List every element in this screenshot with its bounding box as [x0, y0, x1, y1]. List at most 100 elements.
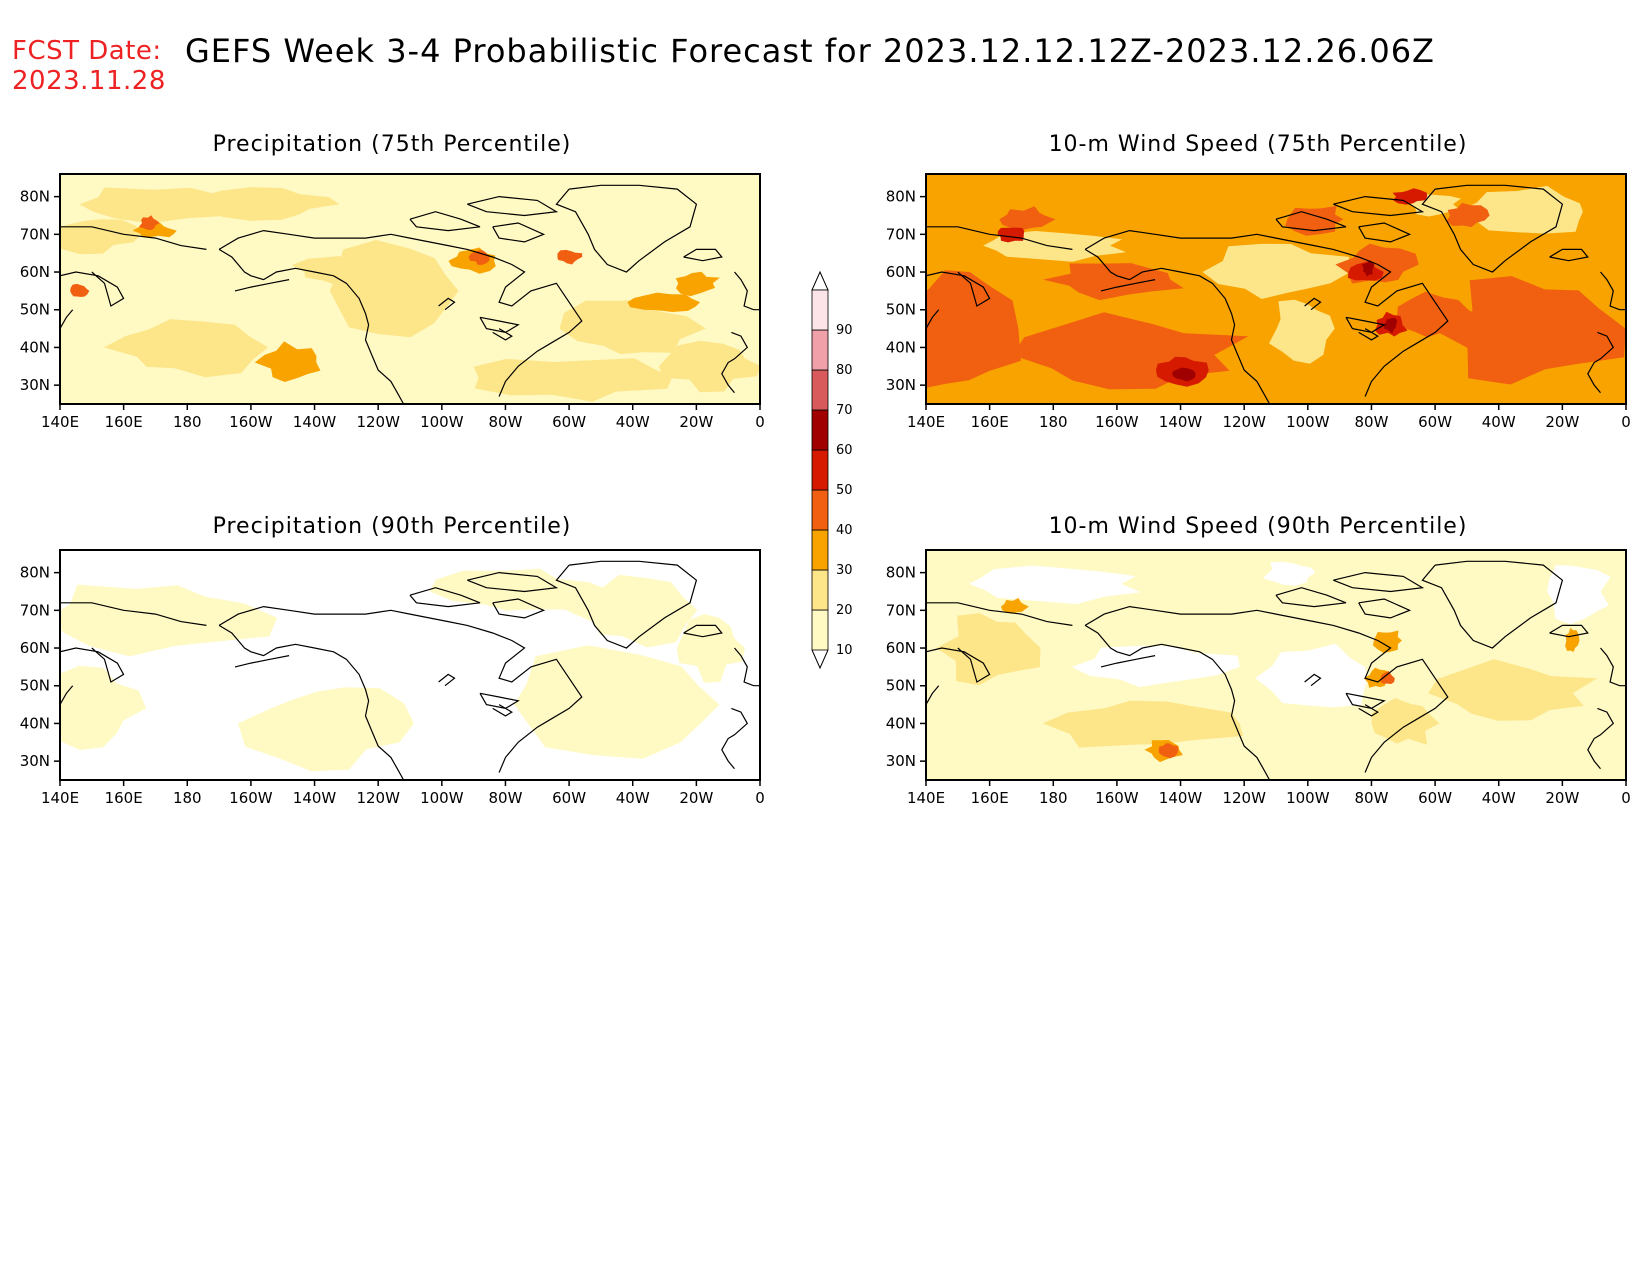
- map-frame: [925, 549, 1627, 781]
- coastline: [1345, 692, 1386, 710]
- lon-tick-label: 120W: [356, 413, 400, 431]
- colorbar-label: 20: [836, 603, 853, 618]
- lat-tick-label: 30N: [20, 376, 50, 394]
- coastline: [1084, 229, 1449, 397]
- coastline: [60, 647, 125, 683]
- shaded-region: [1043, 263, 1184, 301]
- lon-tick-label: 160E: [971, 789, 1009, 807]
- colorbar-label: 90: [836, 323, 853, 338]
- lon-tick-label: 40W: [1482, 413, 1516, 431]
- coastline: [734, 647, 760, 687]
- lon-tick-label: 0: [1621, 789, 1631, 807]
- shaded-region: [1000, 597, 1029, 614]
- shaded-region: [200, 187, 340, 221]
- coastline: [734, 271, 760, 311]
- lat-tick-label: 30N: [886, 752, 916, 770]
- shaded-region: [1547, 565, 1611, 625]
- coastline: [492, 704, 513, 717]
- lon-tick-label: 0: [1621, 413, 1631, 431]
- coastline: [926, 602, 1073, 626]
- lon-tick-label: 120W: [1222, 413, 1266, 431]
- lon-tick-label: 40W: [616, 789, 650, 807]
- lon-tick-label: 160W: [1095, 789, 1139, 807]
- coastline: [926, 226, 1073, 250]
- lon-tick-label: 80W: [488, 413, 522, 431]
- lat-tick-label: 40N: [886, 338, 916, 356]
- lon-tick-label: 180: [173, 413, 202, 431]
- shaded-region: [926, 270, 1021, 388]
- lat-tick-label: 60N: [20, 263, 50, 281]
- coastline: [1084, 624, 1271, 780]
- coastline: [409, 587, 481, 608]
- lon-tick-label: 140E: [907, 413, 945, 431]
- colorbar-label: 70: [836, 403, 853, 418]
- lon-tick-label: 100W: [420, 413, 464, 431]
- coastline: [479, 316, 520, 334]
- colorbar-swatch: [811, 409, 829, 451]
- lat-tick-label: 50N: [20, 301, 50, 319]
- colorbar-label: 30: [836, 563, 853, 578]
- coastline: [234, 279, 290, 292]
- lat-tick-label: 60N: [886, 639, 916, 657]
- coastline: [467, 195, 559, 217]
- shaded-region: [969, 565, 1141, 605]
- lon-tick-label: 140W: [293, 413, 337, 431]
- map-frame: [59, 549, 761, 781]
- lon-tick-label: 140E: [41, 789, 79, 807]
- shaded-region: [1383, 317, 1398, 334]
- coastline: [1275, 587, 1347, 608]
- coastline: [1358, 222, 1412, 243]
- lat-tick-label: 40N: [20, 714, 50, 732]
- lat-tick-label: 30N: [886, 376, 916, 394]
- lon-tick-label: 140E: [907, 789, 945, 807]
- shaded-region: [557, 249, 583, 265]
- map-panel-wind90: 140E 160E 180 160W 140W 120W 100W 80W 60W 40W 20W 0…: [886, 549, 1631, 807]
- lat-tick-label: 30N: [20, 752, 50, 770]
- coastline: [555, 184, 698, 273]
- lon-tick-label: 160W: [1095, 413, 1139, 431]
- lat-tick-label: 80N: [20, 188, 50, 206]
- forecast-date-value: 2023.11.28: [12, 66, 166, 96]
- lon-tick-label: 60W: [552, 789, 586, 807]
- shaded-region: [1458, 185, 1583, 234]
- shaded-region: [60, 219, 142, 255]
- lon-tick-label: 20W: [679, 413, 713, 431]
- lon-tick-label: 180: [173, 789, 202, 807]
- shaded-region: [254, 341, 321, 382]
- coastline: [1304, 297, 1322, 311]
- colorbar-label: 80: [836, 363, 853, 378]
- coastline: [926, 271, 991, 307]
- lat-tick-label: 70N: [886, 225, 916, 243]
- shaded-region: [1255, 643, 1368, 708]
- shaded-region: [999, 206, 1056, 231]
- lat-tick-label: 50N: [20, 677, 50, 695]
- lat-tick-label: 60N: [20, 639, 50, 657]
- shaded-region: [70, 283, 90, 297]
- coastline: [555, 560, 698, 649]
- coastline: [1358, 328, 1379, 341]
- map-panel-precip90: 140E 160E 180 160W 140W 120W 100W 80W 60W 40W 20W 0…: [20, 549, 765, 807]
- lat-tick-label: 50N: [886, 677, 916, 695]
- map-frame: [59, 173, 761, 405]
- lat-tick-label: 60N: [886, 263, 916, 281]
- colorbar-cap-top: [811, 270, 829, 291]
- lat-tick-label: 70N: [20, 225, 50, 243]
- lat-tick-label: 80N: [886, 564, 916, 582]
- coastline: [1333, 195, 1425, 217]
- shaded-region: [936, 613, 1041, 686]
- shaded-region: [1431, 276, 1626, 385]
- panel-title-precip90: Precipitation (90th Percentile): [212, 514, 572, 539]
- page-title: GEFS Week 3-4 Probabilistic Forecast for…: [185, 32, 1435, 70]
- lat-tick-label: 70N: [20, 601, 50, 619]
- coastline: [218, 248, 405, 404]
- shaded-region: [103, 319, 269, 378]
- lon-tick-label: 180: [1039, 789, 1068, 807]
- coastline: [683, 624, 723, 638]
- lon-tick-label: 100W: [1286, 413, 1330, 431]
- shaded-region: [60, 584, 278, 657]
- shaded-region: [1158, 743, 1179, 759]
- colorbar-label: 40: [836, 523, 853, 538]
- shaded-region: [1071, 645, 1240, 688]
- coastline: [926, 685, 940, 705]
- shaded-region: [1042, 700, 1244, 748]
